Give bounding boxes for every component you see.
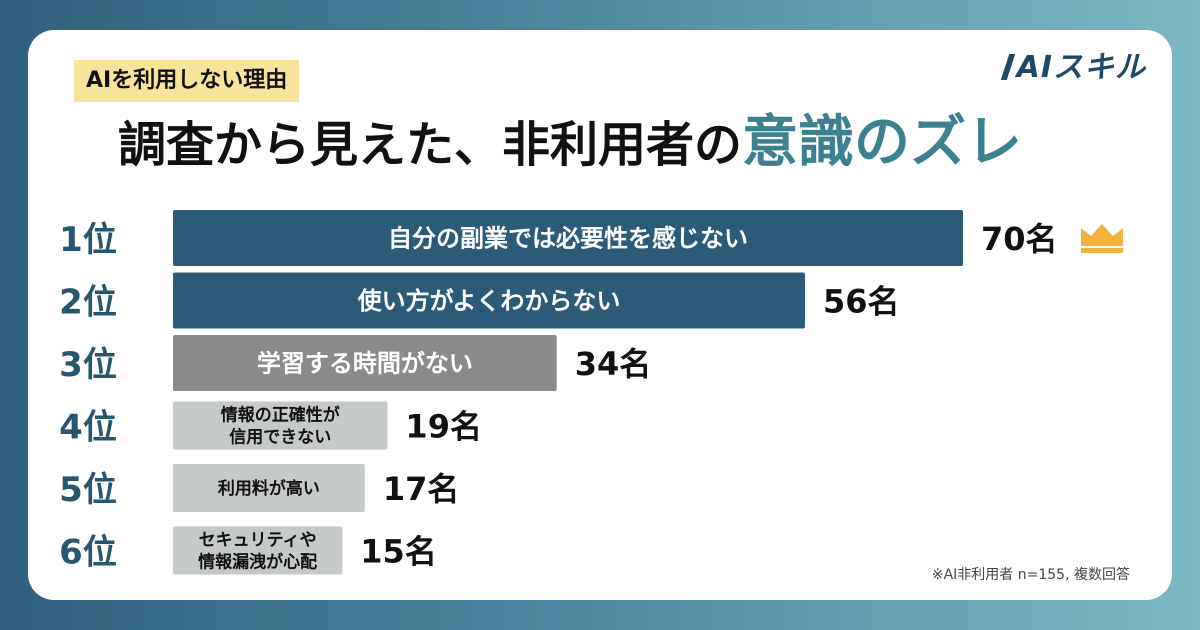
card: AIを利用しない理由 調査から見えた、非利用者の意識のズレ AIスキル 1位 自分… xyxy=(28,30,1172,600)
bar-category-label: 情報の正確性が xyxy=(221,405,340,426)
rank-label: 1位 xyxy=(59,220,117,260)
bar xyxy=(173,526,343,575)
bar-category-label: 自分の副業では必要性を感じない xyxy=(388,225,748,253)
bar xyxy=(173,210,963,266)
bar xyxy=(173,401,388,450)
bar-category-label: セキュリティや xyxy=(199,531,317,551)
rank-label: 5位 xyxy=(59,470,117,510)
logo-text: AIスキル xyxy=(1016,50,1146,85)
title-highlight: 意識のズレ xyxy=(742,110,1023,175)
page-title: 調査から見えた、非利用者の意識のズレ xyxy=(118,108,1022,180)
footnote: ※AI非利用者 n=155, 複数回答 xyxy=(931,567,1130,583)
value-label: 19名 xyxy=(405,408,482,446)
rank-label: 4位 xyxy=(59,408,117,448)
rank-label: 2位 xyxy=(59,283,117,323)
rank-label: 6位 xyxy=(59,533,117,573)
value-label: 70名 xyxy=(981,220,1058,258)
bar xyxy=(173,272,805,329)
bar-category-label: 情報漏洩が心配 xyxy=(198,552,317,573)
bar xyxy=(173,335,557,391)
value-label: 34名 xyxy=(575,345,652,383)
bar-chart: 1位 自分の副業では必要性を感じない 70名 2位 使い方がよくわからない 56名 3位 学習… xyxy=(59,210,1123,575)
value-label: 17名 xyxy=(383,470,460,508)
bar xyxy=(173,464,365,512)
crown-base xyxy=(1081,248,1123,253)
bar-category-label: 信用できない xyxy=(229,427,331,448)
bar-category-label: 利用料が高い xyxy=(218,478,320,499)
title-main: 調査から見えた、非利用者の xyxy=(118,117,743,173)
value-label: 56名 xyxy=(823,283,900,321)
rank-label: 3位 xyxy=(59,345,117,385)
bar-category-label: 学習する時間がない xyxy=(257,350,473,378)
bar-category-label: 使い方がよくわからない xyxy=(357,287,621,315)
value-label: 15名 xyxy=(360,533,437,571)
subtitle-badge: AIを利用しない理由 xyxy=(74,60,300,102)
brand-logo: AIスキル xyxy=(1000,42,1146,86)
crown-icon xyxy=(1081,224,1123,246)
